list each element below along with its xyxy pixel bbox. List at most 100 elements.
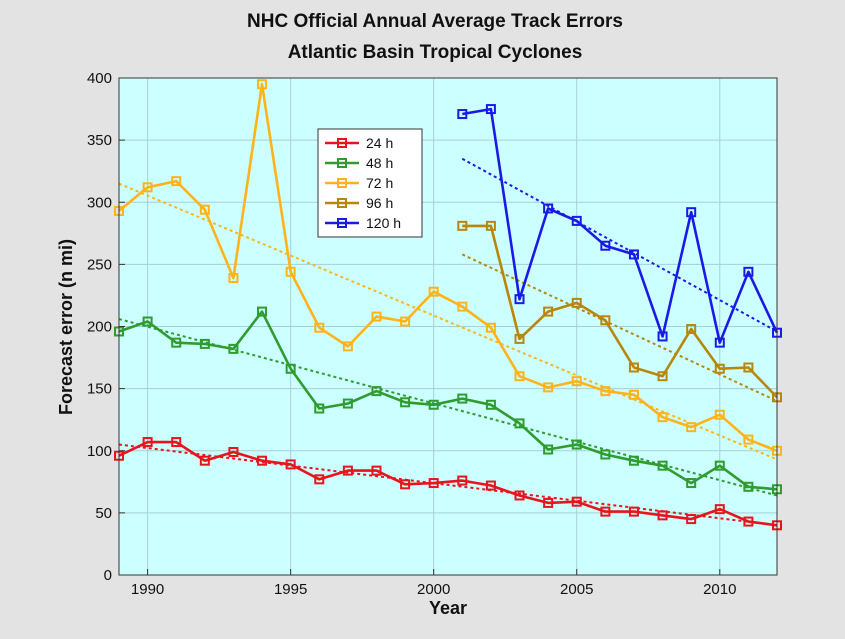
data-point — [543, 382, 554, 393]
data-point — [571, 439, 582, 450]
data-point — [228, 343, 239, 354]
x-tick-label: 2010 — [703, 581, 736, 598]
chart-title: NHC Official Annual Average Track Errors — [247, 11, 623, 32]
data-point — [628, 362, 639, 373]
y-tick-label: 400 — [87, 70, 112, 87]
y-tick-label: 300 — [87, 194, 112, 211]
data-point — [228, 273, 239, 284]
legend-label: 120 h — [366, 215, 401, 231]
series-line-120h — [462, 107, 779, 345]
x-axis-label: Year — [429, 598, 467, 618]
x-tick-label: 2000 — [417, 581, 450, 598]
data-point — [600, 240, 611, 251]
data-point — [342, 341, 353, 352]
data-point — [743, 266, 754, 277]
data-point — [199, 204, 210, 215]
data-point — [257, 455, 268, 466]
data-point — [285, 459, 296, 470]
data-point — [714, 460, 725, 471]
data-point — [543, 203, 554, 214]
y-tick-label: 100 — [87, 443, 112, 460]
data-point — [400, 397, 411, 408]
legend-label: 96 h — [366, 195, 393, 211]
data-point — [457, 393, 468, 404]
data-point — [257, 306, 268, 317]
data-point — [514, 371, 525, 382]
trend-line-96h — [461, 253, 778, 402]
data-point — [485, 399, 496, 410]
data-point — [686, 478, 697, 489]
data-point — [600, 449, 611, 460]
data-point — [657, 331, 668, 342]
data-point — [600, 315, 611, 326]
data-point — [657, 460, 668, 471]
data-point — [543, 444, 554, 455]
data-point — [400, 479, 411, 490]
legend-label: 72 h — [366, 175, 393, 191]
data-point — [314, 322, 325, 333]
data-point — [457, 220, 468, 231]
data-point — [285, 363, 296, 374]
y-tick-label: 350 — [87, 132, 112, 149]
y-tick-label: 250 — [87, 256, 112, 273]
data-point — [199, 455, 210, 466]
legend-label: 48 h — [366, 155, 393, 171]
data-point — [600, 506, 611, 517]
data-point — [314, 403, 325, 414]
data-point — [228, 446, 239, 457]
data-point — [543, 306, 554, 317]
data-point — [171, 176, 182, 187]
data-point — [342, 398, 353, 409]
data-point — [428, 286, 439, 297]
data-point — [257, 79, 268, 90]
data-point — [571, 496, 582, 507]
data-point — [428, 399, 439, 410]
legend: 24 h 48 h 72 h 96 h 120 h — [317, 128, 423, 238]
y-tick-label: 200 — [87, 319, 112, 336]
data-point — [457, 109, 468, 120]
data-point — [571, 376, 582, 387]
y-tick-label: 150 — [87, 381, 112, 398]
data-point — [485, 220, 496, 231]
data-point — [743, 362, 754, 373]
data-point — [514, 490, 525, 501]
data-point — [400, 316, 411, 327]
data-point — [657, 412, 668, 423]
y-tick-label: 0 — [104, 567, 112, 584]
data-point — [571, 297, 582, 308]
data-point — [199, 338, 210, 349]
data-point — [686, 422, 697, 433]
data-point — [485, 104, 496, 115]
data-point — [686, 207, 697, 218]
data-point — [657, 510, 668, 521]
data-point — [714, 504, 725, 515]
data-point — [657, 371, 668, 382]
x-tick-label: 2005 — [560, 581, 593, 598]
y-axis-label: Forecast error (n mi) — [56, 239, 76, 415]
data-point — [342, 465, 353, 476]
data-point — [714, 409, 725, 420]
data-point — [714, 337, 725, 348]
data-point — [142, 182, 153, 193]
data-point — [142, 437, 153, 448]
data-point — [171, 437, 182, 448]
data-point — [142, 316, 153, 327]
data-point — [600, 386, 611, 397]
data-point — [285, 266, 296, 277]
legend-marker — [337, 198, 347, 208]
axis-ticks: 1990 1995 2000 2005 2010 0 50 100 150 200 250 300 35… — [87, 70, 737, 598]
data-point — [543, 497, 554, 508]
data-point — [314, 474, 325, 485]
data-point — [485, 322, 496, 333]
data-point — [428, 478, 439, 489]
data-point — [514, 294, 525, 305]
data-point — [371, 386, 382, 397]
data-series — [114, 79, 782, 531]
data-point — [514, 333, 525, 344]
legend-marker — [337, 158, 347, 168]
data-point — [457, 475, 468, 486]
data-point — [371, 311, 382, 322]
data-point — [686, 514, 697, 525]
